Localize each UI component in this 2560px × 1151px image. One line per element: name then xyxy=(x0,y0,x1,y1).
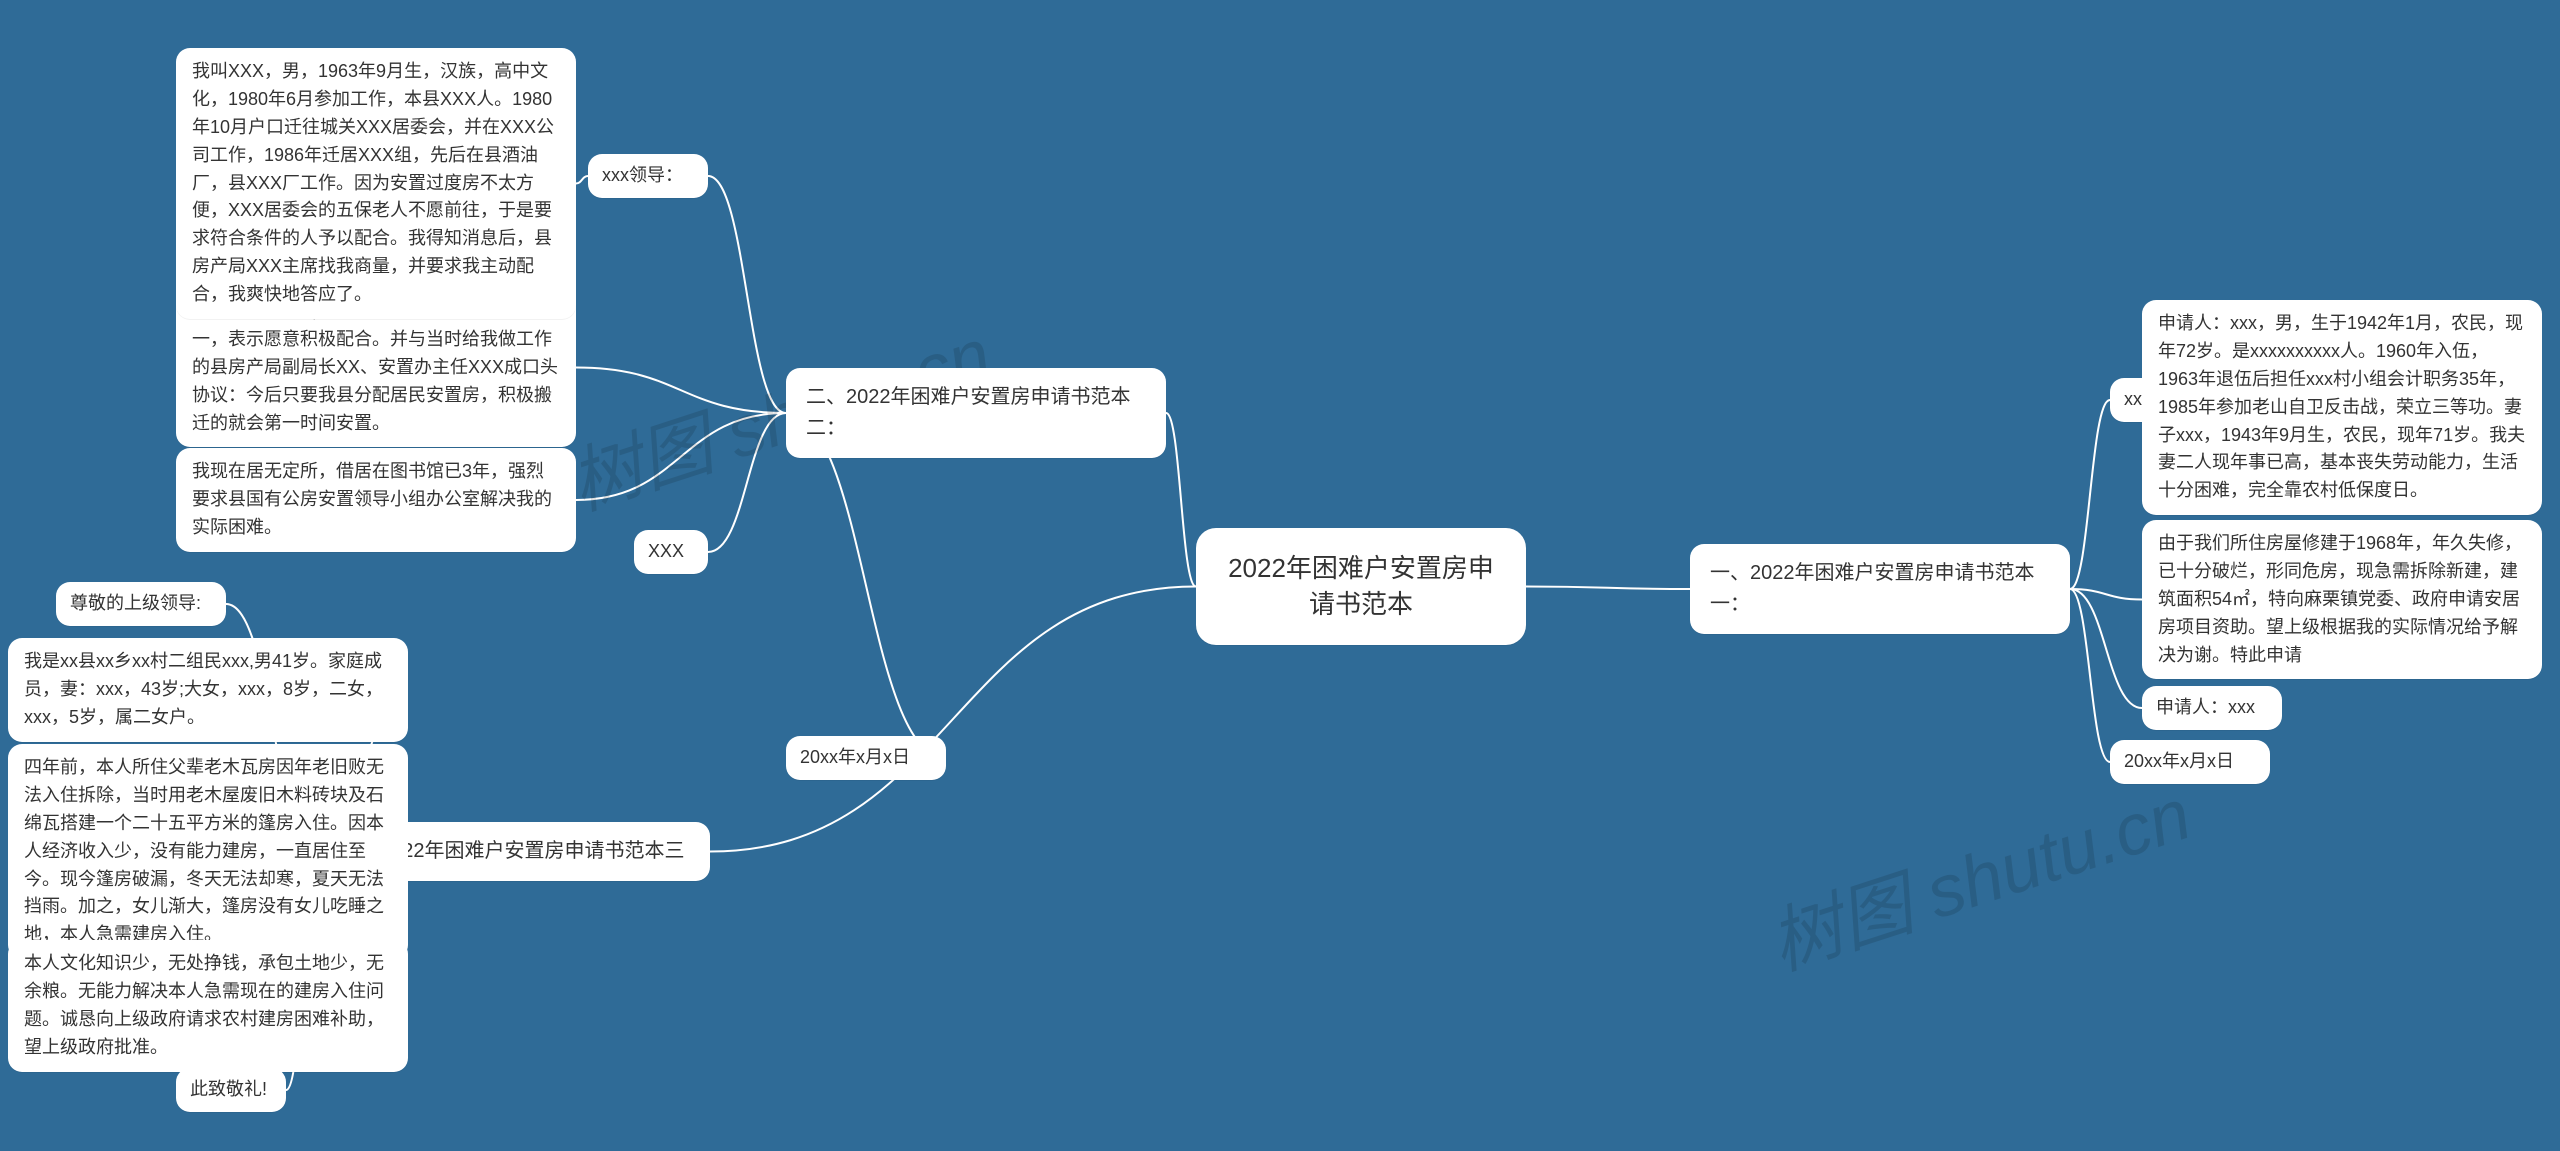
edge xyxy=(576,176,588,184)
edge xyxy=(576,368,786,414)
edge xyxy=(2070,589,2110,762)
edge xyxy=(1526,587,1690,590)
node-b1c1a[interactable]: 申请人：xxx，男，生于1942年1月，农民，现年72岁。是xxxxxxxxxx… xyxy=(2142,300,2542,515)
edge xyxy=(786,413,946,758)
node-b2c1a[interactable]: 我叫XXX，男，1963年9月生，汉族，高中文化，1980年6月参加工作，本县X… xyxy=(176,48,576,319)
edge xyxy=(1166,413,1196,587)
node-b1c3[interactable]: 申请人：xxx xyxy=(2142,686,2282,730)
edge xyxy=(708,413,786,552)
edge xyxy=(2070,589,2142,600)
node-b2c1[interactable]: xxx领导： xyxy=(588,154,708,198)
edge xyxy=(576,413,786,500)
node-b1c2[interactable]: 由于我们所住房屋修建于1968年，年久失修，已十分破烂，形同危房，现急需拆除新建… xyxy=(2142,520,2542,679)
node-b1c4[interactable]: 20xx年x月x日 xyxy=(2110,740,2270,784)
edge xyxy=(708,176,786,413)
node-b3c1[interactable]: 尊敬的上级领导: xyxy=(56,582,226,626)
edge xyxy=(2070,400,2110,589)
node-b3c3[interactable]: 四年前，本人所住父辈老木瓦房因年老旧败无法入住拆除，当时用老木屋废旧木料砖块及石… xyxy=(8,744,408,959)
node-b2c5[interactable]: 20xx年x月x日 xyxy=(786,736,946,780)
node-b1[interactable]: 一、2022年困难户安置房申请书范本一： xyxy=(1690,544,2070,634)
node-b2c4[interactable]: XXX xyxy=(634,530,708,574)
edge xyxy=(2070,589,2142,708)
node-b3c4[interactable]: 本人文化知识少，无处挣钱，承包土地少，无余粮。无能力解决本人急需现在的建房入住问… xyxy=(8,940,408,1072)
node-b2[interactable]: 二、2022年困难户安置房申请书范本二： xyxy=(786,368,1166,458)
node-b3c5[interactable]: 此致敬礼! xyxy=(176,1068,286,1112)
mindmap-stage: 2022年困难户安置房申请书范本树图 shutu.cn树图 shutu.cn一、… xyxy=(0,0,2560,1151)
node-b3c2[interactable]: 我是xx县xx乡xx村二组民xxx,男41岁。家庭成员，妻：xxx，43岁;大女… xyxy=(8,638,408,742)
node-root[interactable]: 2022年困难户安置房申请书范本 xyxy=(1196,528,1526,645)
watermark: 树图 shutu.cn xyxy=(1754,755,2201,990)
node-b2c3[interactable]: 我现在居无定所，借居在图书馆已3年，强烈要求县国有公房安置领导小组办公室解决我的… xyxy=(176,448,576,552)
edge xyxy=(710,587,1196,852)
